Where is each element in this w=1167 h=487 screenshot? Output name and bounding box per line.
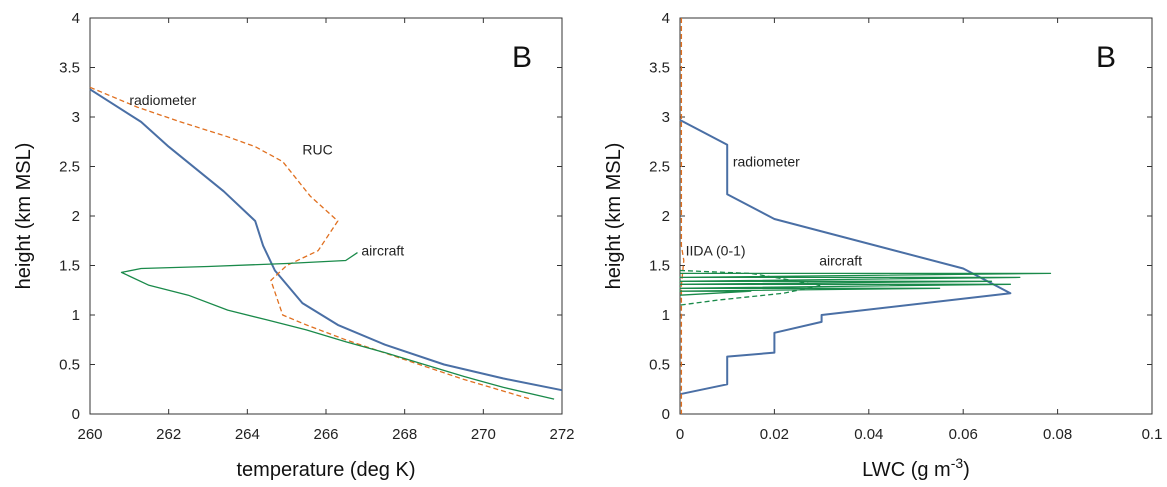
- annotation-label: radiometer: [129, 92, 196, 108]
- y-tick-label: 2.5: [59, 159, 80, 176]
- x-tick-label: 266: [313, 426, 338, 443]
- x-tick-label: 0.02: [760, 426, 789, 443]
- x-tick-label: 0.1: [1142, 426, 1163, 443]
- panel-label: B: [1096, 41, 1116, 74]
- series-line-aircraft-trace: [679, 269, 823, 306]
- y-tick-label: 1: [662, 307, 670, 324]
- y-tick-label: 1: [72, 307, 80, 324]
- x-tick-label: 270: [471, 426, 496, 443]
- annotation-label: aircraft: [361, 243, 404, 259]
- x-tick-label: 0.08: [1043, 426, 1072, 443]
- y-tick-label: 0: [72, 406, 80, 423]
- x-tick-label: 260: [77, 426, 102, 443]
- annotation-label: IIDA (0-1): [686, 243, 746, 259]
- series-line-aircraft: [679, 272, 1052, 296]
- temperature-panel: 260 262 264 266 268 270 272 0 0.5 1 1.5 2 2.5 3 3.5 4 B…: [13, 10, 575, 481]
- x-tick-label: 0.04: [854, 426, 883, 443]
- annotation-label: RUC: [302, 142, 332, 158]
- x-tick-label: 262: [156, 426, 181, 443]
- y-tick-label: 1.5: [59, 258, 80, 275]
- panel-label: B: [512, 41, 532, 74]
- x-tick-label: 264: [235, 426, 260, 443]
- x-tick-label: 0.06: [949, 426, 978, 443]
- annotation-label: aircraft: [819, 253, 862, 269]
- y-tick-label: 3: [662, 109, 670, 126]
- series-line-aircraft: [120, 252, 555, 400]
- y-tick-label: 3: [72, 109, 80, 126]
- y-tick-label: 2: [72, 208, 80, 225]
- x-tick-label: 0: [676, 426, 684, 443]
- y-tick-label: 4: [72, 10, 80, 27]
- x-axis-label: temperature (deg K): [237, 459, 416, 481]
- y-tick-label: 2: [662, 208, 670, 225]
- y-tick-label: 1.5: [649, 258, 670, 275]
- lwc-panel: 0 0.02 0.04 0.06 0.08 0.100.511.522.533.54 B …: [603, 10, 1162, 481]
- x-tick-label: 268: [392, 426, 417, 443]
- y-tick-label: 0: [662, 406, 670, 423]
- x-axis-label: LWC (g m-3): [862, 455, 970, 481]
- y-tick-label: 0.5: [59, 357, 80, 374]
- series-line-radiometer: [89, 88, 563, 392]
- y-tick-label: 3.5: [649, 60, 670, 77]
- y-tick-label: 4: [662, 10, 670, 27]
- plot-frame: [89, 17, 563, 415]
- y-axis-label: height (km MSL): [13, 143, 35, 290]
- series-line-radiometer: [679, 119, 1012, 396]
- x-tick-label: 272: [549, 426, 574, 443]
- annotation-label: radiometer: [733, 154, 800, 170]
- series-line-iida-0-1: [680, 18, 685, 414]
- y-axis-label: height (km MSL): [603, 143, 625, 290]
- y-tick-label: 0.5: [649, 357, 670, 374]
- y-tick-label: 3.5: [59, 60, 80, 77]
- y-tick-label: 2.5: [649, 159, 670, 176]
- series-line-ruc: [89, 86, 531, 400]
